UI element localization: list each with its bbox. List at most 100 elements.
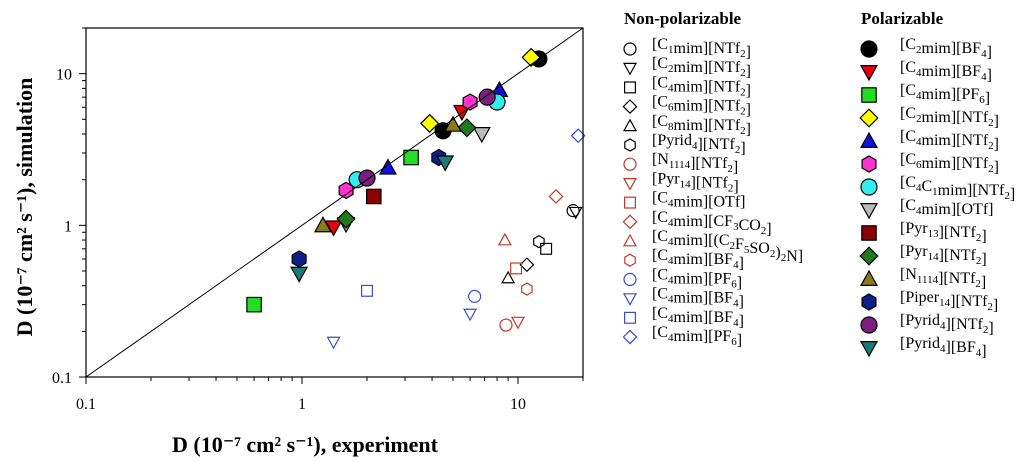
polarizable-triangle-down-point: [436, 155, 455, 172]
nonpolarizable-diamond-point: [548, 189, 564, 204]
legend-entry-label: [C4mim][BF4]: [652, 305, 744, 330]
nonpolarizable-square-point: [510, 262, 523, 275]
nonpolarizable-square-point: [540, 242, 553, 255]
legend-marker-triangle-down: [859, 203, 879, 220]
nonpolarizable-triangle-down-point: [510, 316, 526, 330]
nonpolarizable-hexagon-point: [521, 282, 533, 296]
legend-marker-square: [623, 81, 636, 94]
legend-marker-hexagon: [624, 253, 636, 267]
polarizable-square-point: [246, 296, 262, 313]
legend-marker-circle: [860, 316, 878, 334]
legend: Non-polarizable[C1mim][NTf2][C2mim][NTf2…: [622, 9, 1015, 360]
legend-entry-label: [C4mim][(C2F5SO2)2N]: [652, 228, 803, 265]
y-axis-label: D (10⁻⁷ cm² s⁻¹), simulation: [12, 78, 37, 337]
legend-entry-label: [C8mim][NTf2]: [652, 113, 751, 138]
legend-marker-hexagon: [861, 293, 877, 311]
polarizable-triangle-down-point: [290, 266, 309, 283]
polarizable-diamond-point: [420, 113, 440, 134]
legend-entry-label: [C4mim][BF4]: [652, 286, 744, 311]
legend-marker-square: [623, 311, 636, 324]
legend-marker-circle: [623, 272, 637, 286]
legend-marker-triangle-down: [622, 62, 638, 76]
legend-marker-diamond: [622, 329, 638, 345]
legend-marker-hexagon: [624, 138, 636, 152]
nonpolarizable-square-point: [361, 284, 374, 297]
legend-entry-label: [C2mim][NTf2]: [900, 105, 999, 130]
polarizable-square-point: [365, 188, 382, 205]
legend-marker-triangle-up: [622, 118, 638, 132]
x-tick-label: 0.1: [76, 396, 96, 413]
legend-entry-label: [Piper14][NTf2]: [900, 289, 998, 314]
legend-entry-label: [C4mim][OTf]: [652, 190, 745, 211]
legend-marker-triangle-down: [622, 178, 638, 191]
nonpolarizable-circle-point: [468, 289, 482, 303]
legend-marker-triangle-down: [859, 64, 879, 82]
legend-marker-diamond: [622, 214, 638, 230]
polarizable-square-point: [403, 149, 419, 166]
polarizable-triangle-down-point: [472, 127, 491, 144]
reference-line-y-equals-x: [85, 27, 584, 378]
legend-entry-label: [C4mim][CF3CO2]: [652, 209, 772, 238]
legend-entry-label: [C4C1mim][NTf2]: [900, 174, 1015, 203]
x-axis-label: D (10⁻⁷ cm² s⁻¹), experiment: [172, 432, 439, 457]
x-tick-label: 1: [298, 396, 306, 413]
legend-entry-label: [N1114][NTf2]: [652, 151, 738, 176]
nonpolarizable-triangle-up-point: [497, 232, 512, 246]
polarizable-circle-point: [478, 88, 496, 106]
legend-entry-label: [C4mim][BF4]: [652, 247, 744, 272]
nonpolarizable-diamond-point: [519, 257, 535, 273]
y-tick-label: 1: [64, 218, 72, 235]
legend-entry-label: [Pyr14][NTf2]: [652, 170, 739, 195]
polarizable-triangle-up-point: [443, 115, 462, 132]
axes: 0.1 1 10 0.1 1 10: [52, 27, 584, 413]
legend-entry-label: [C4mim][NTf2]: [652, 74, 751, 99]
legend-marker-diamond: [622, 99, 638, 115]
polarizable-hexagon-point: [462, 93, 478, 111]
legend-entry-label: [C4mim][OTf]: [900, 197, 993, 218]
legend-marker-circle: [623, 157, 637, 171]
nonpolarizable-hexagon-point: [533, 234, 545, 249]
legend-entry-label: [Pyr13][NTf2]: [900, 220, 987, 245]
legend-entry-label: [Pyrid4][NTf2]: [652, 132, 746, 157]
polarizable-diamond-point: [336, 209, 356, 229]
legend-title-polarizable: Polarizable: [861, 9, 944, 28]
legend-marker-circle: [860, 178, 878, 196]
legend-marker-triangle-up: [859, 131, 879, 148]
legend-entry-label: [C6mim][NTf2]: [652, 94, 751, 119]
legend-entry-label: [C2mim][BF4]: [900, 36, 992, 61]
polarizable-triangle-up-point: [378, 158, 397, 175]
legend-marker-triangle-up: [622, 233, 638, 247]
legend-entry-label: [C2mim][NTf2]: [652, 55, 751, 80]
legend-entry-label: [Pyrid4][BF4]: [900, 335, 987, 360]
legend-marker-triangle-down: [859, 341, 879, 358]
nonpolarizable-triangle-down-point: [568, 206, 583, 220]
legend-marker-square: [861, 225, 877, 241]
legend-marker-square: [861, 87, 877, 103]
legend-entry-label: [Pyrid4][NTf2]: [900, 312, 994, 337]
legend-marker-triangle-down: [622, 293, 638, 306]
plot-area: [246, 47, 586, 350]
legend-marker-circle: [860, 40, 878, 58]
x-tick-label: 10: [510, 396, 526, 413]
nonpolarizable-triangle-up-point: [501, 270, 516, 284]
nonpolarizable-circle-point: [499, 318, 513, 332]
legend-entry-label: [C4mim][NTf2]: [900, 128, 999, 153]
legend-marker-square: [623, 196, 636, 209]
legend-entry-label: [C6mim][NTf2]: [900, 151, 999, 176]
polarizable-diamond-point: [457, 118, 477, 138]
legend-marker-hexagon: [861, 155, 877, 173]
y-tick-label: 10: [56, 67, 72, 84]
legend-entry-label: [C4mim][PF6]: [652, 324, 742, 349]
nonpolarizable-circle-point: [566, 204, 580, 218]
y-tick-label: 0.1: [52, 370, 72, 387]
polarizable-hexagon-point: [291, 250, 307, 268]
legend-marker-triangle-up: [859, 269, 879, 286]
legend-entry-label: [C1mim][NTf2]: [652, 36, 751, 61]
plot-frame: [85, 27, 584, 378]
nonpolarizable-triangle-down-point: [326, 336, 341, 350]
legend-marker-diamond: [859, 246, 879, 266]
legend-entry-label: [C4mim][PF6]: [652, 266, 742, 291]
legend-entry-label: [C4mim][BF4]: [900, 59, 992, 84]
legend-marker-diamond: [859, 108, 879, 128]
